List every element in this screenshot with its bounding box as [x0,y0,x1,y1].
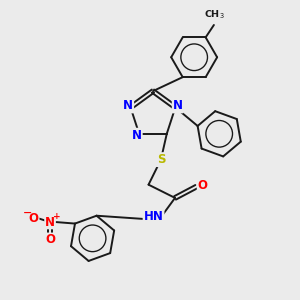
Text: N: N [173,99,183,112]
Text: N: N [132,129,142,142]
Text: −: − [22,208,32,218]
Text: S: S [157,153,165,166]
Text: O: O [198,179,208,192]
Text: O: O [29,212,39,225]
Text: +: + [52,212,60,221]
Text: CH$_3$: CH$_3$ [204,9,225,22]
Text: HN: HN [144,210,164,223]
Text: N: N [45,216,55,229]
Text: N: N [123,99,133,112]
Text: O: O [45,233,55,246]
